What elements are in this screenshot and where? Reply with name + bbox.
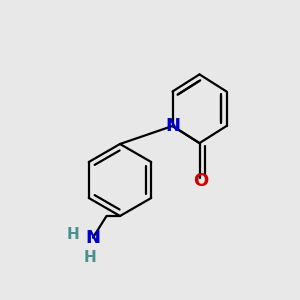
Text: H: H xyxy=(84,250,96,265)
Text: N: N xyxy=(85,229,100,247)
Text: N: N xyxy=(165,117,180,135)
Text: O: O xyxy=(194,172,208,190)
Text: H: H xyxy=(67,227,80,242)
